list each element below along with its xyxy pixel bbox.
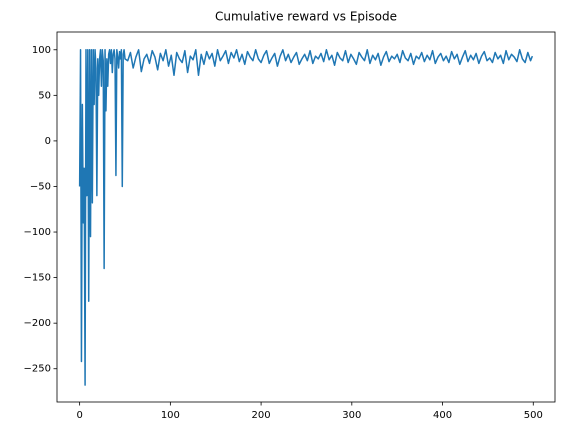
y-tick-label: 50 (38, 90, 51, 101)
line (78, 49, 534, 386)
y-tick-label: −50 (30, 181, 51, 192)
y-tick-label: 0 (45, 136, 51, 147)
x-tick-label: 100 (161, 410, 180, 421)
axes-frame (56, 31, 556, 403)
x-tick-label: 400 (433, 410, 452, 421)
chart-title: Cumulative reward vs Episode (215, 10, 397, 24)
x-tick-label: 300 (342, 410, 361, 421)
x-tick-label: 200 (252, 410, 271, 421)
y-tick-label: 100 (32, 45, 51, 56)
y-tick-label: −100 (24, 227, 51, 238)
x-tick-label: 500 (524, 410, 543, 421)
y-tick-label: −150 (24, 273, 51, 284)
x-tick-label: 0 (76, 410, 82, 421)
y-tick-label: −250 (24, 364, 51, 375)
y-tick-label: −200 (24, 318, 51, 329)
